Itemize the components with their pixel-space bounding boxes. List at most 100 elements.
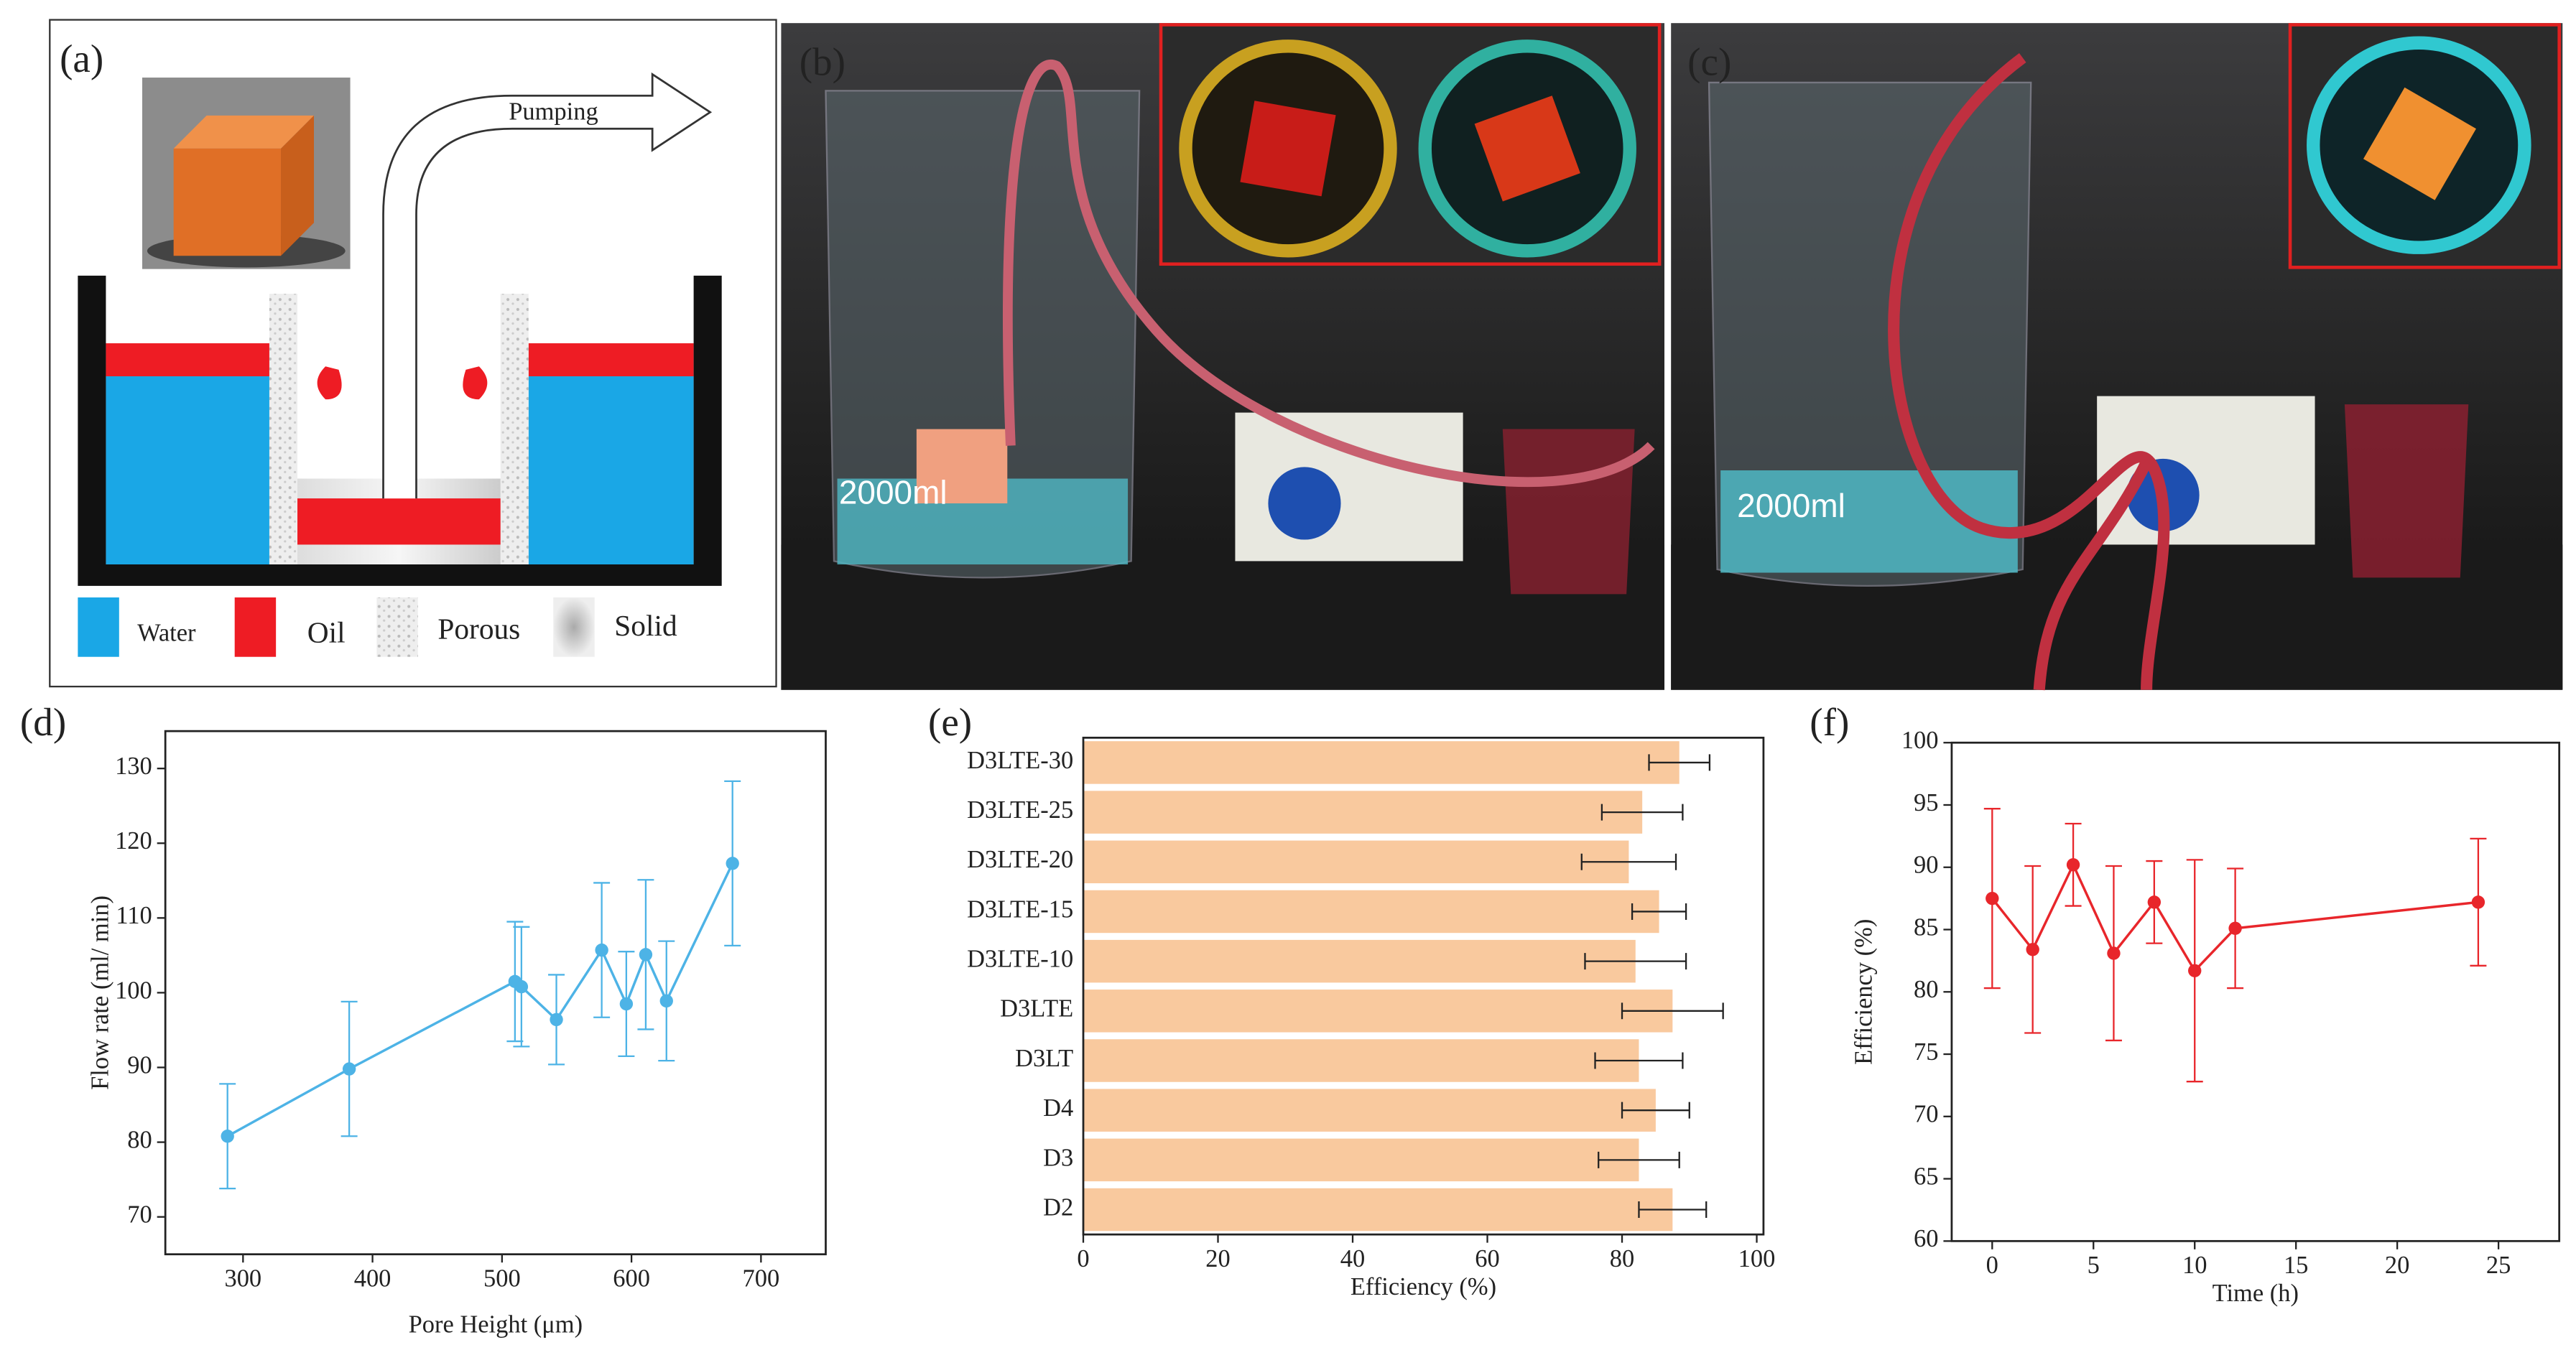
- tube: [1888, 52, 2170, 690]
- y-tick-label: D3: [1043, 1144, 1073, 1171]
- bar: [1083, 791, 1643, 834]
- bar: [1083, 741, 1680, 784]
- error-bar: [1621, 1102, 1690, 1119]
- panel-c: 2000ml (c): [1671, 23, 2563, 691]
- x-tick-label: 300: [224, 1265, 261, 1292]
- y-tick-label: 110: [116, 902, 152, 929]
- x-tick-label: 0: [1986, 1252, 1998, 1279]
- y-tick-label: 90: [1914, 852, 1938, 879]
- arrow-label: Pumping: [509, 98, 598, 125]
- point: [2228, 921, 2242, 935]
- line: [1991, 862, 2479, 973]
- legend-swatch: [78, 597, 119, 657]
- pump-head: [1268, 467, 1341, 540]
- bar: [1083, 939, 1636, 983]
- y-tick-label: 85: [1914, 913, 1938, 941]
- water: [528, 376, 694, 565]
- panel-label: (d): [20, 700, 66, 744]
- legend-label: Solid: [614, 609, 677, 642]
- point: [726, 857, 739, 870]
- error-bar: [1598, 1151, 1680, 1168]
- legend-label: Water: [137, 620, 196, 647]
- device-top: [2363, 87, 2476, 200]
- point: [2188, 964, 2202, 977]
- x-tick-label: 20: [1205, 1245, 1230, 1272]
- y-tick-label: D2: [1043, 1193, 1073, 1221]
- y-tick-label: 75: [1914, 1038, 1938, 1066]
- point: [2471, 895, 2485, 909]
- error-bar: [1638, 1201, 1708, 1219]
- point: [2026, 943, 2039, 956]
- panel-b: 2000ml (b): [781, 23, 1665, 690]
- panel-label: (b): [800, 40, 845, 84]
- y-tick-label: D3LTE: [1000, 995, 1073, 1023]
- error-bar: [1594, 1052, 1684, 1069]
- bar: [1083, 840, 1629, 884]
- y-tick-label: 70: [127, 1201, 152, 1229]
- x-tick-label: 500: [483, 1265, 521, 1292]
- x-axis-label: Efficiency (%): [1350, 1273, 1496, 1300]
- x-tick-label: 700: [742, 1265, 779, 1292]
- axes-frame: [164, 730, 827, 1256]
- y-tick-label: 130: [115, 753, 152, 780]
- bar: [1083, 1039, 1639, 1082]
- y-axis-label: Efficiency (%): [1850, 919, 1877, 1065]
- bar: [1083, 990, 1673, 1033]
- beaker: [1708, 81, 2032, 587]
- error-bar: [1580, 853, 1677, 870]
- point: [514, 979, 529, 994]
- y-tick-label: 120: [115, 827, 152, 855]
- x-tick-label: 60: [1475, 1245, 1499, 1272]
- beaker-small: [1502, 429, 1635, 595]
- beaker-label: 2000ml: [839, 474, 948, 511]
- error-bar: [1584, 953, 1687, 970]
- panel-label: (f): [1810, 700, 1849, 744]
- point: [2107, 946, 2121, 960]
- cube-top: [173, 115, 315, 149]
- beaker-small: [2344, 404, 2469, 578]
- device: [916, 429, 1008, 503]
- oil-drop: [317, 366, 342, 400]
- point: [2066, 858, 2080, 872]
- point: [221, 1130, 234, 1143]
- legend-swatch: [553, 597, 595, 657]
- error-bar: [1648, 754, 1711, 771]
- line: [226, 862, 734, 1137]
- x-tick-label: 20: [2385, 1252, 2409, 1279]
- x-tick-label: 25: [2486, 1252, 2511, 1279]
- beaker: [825, 90, 1141, 579]
- error-bar: [1621, 1002, 1724, 1020]
- device-top: [1240, 101, 1336, 197]
- oil-drop: [463, 366, 488, 400]
- y-tick-label: 100: [115, 977, 152, 1004]
- y-axis-label: Flow rate (ml/ min): [87, 895, 114, 1090]
- y-tick-label: D3LTE-10: [967, 946, 1073, 973]
- y-tick-label: 80: [127, 1126, 152, 1153]
- porous-wall: [269, 294, 298, 565]
- tube: [1002, 60, 1655, 488]
- bar: [1083, 1188, 1673, 1232]
- y-tick-label: D3LTE-20: [967, 846, 1073, 873]
- legend-label: Porous: [437, 613, 520, 646]
- x-tick-label: 40: [1340, 1245, 1365, 1272]
- y-tick-label: 100: [1901, 727, 1939, 754]
- x-tick-label: 100: [1738, 1245, 1776, 1272]
- pump: [1235, 412, 1463, 562]
- legend-label: Oil: [307, 615, 346, 648]
- point: [342, 1062, 356, 1076]
- cube-side: [281, 115, 315, 256]
- error-bar: [1600, 804, 1684, 821]
- porous-wall: [500, 294, 529, 565]
- y-tick-label: D3LTE-15: [967, 895, 1073, 923]
- x-tick-label: 5: [2088, 1252, 2100, 1279]
- panel-label: (a): [60, 37, 103, 80]
- panel-a: (a) Pumping Water Oil Porous Solid: [49, 19, 777, 688]
- y-tick-label: D4: [1043, 1094, 1073, 1122]
- bar: [1083, 1138, 1639, 1182]
- bar: [1083, 1089, 1656, 1132]
- y-tick-label: D3LTE-25: [967, 796, 1073, 824]
- point: [639, 948, 653, 962]
- y-tick-label: 80: [1914, 976, 1938, 1003]
- pump: [2097, 396, 2315, 545]
